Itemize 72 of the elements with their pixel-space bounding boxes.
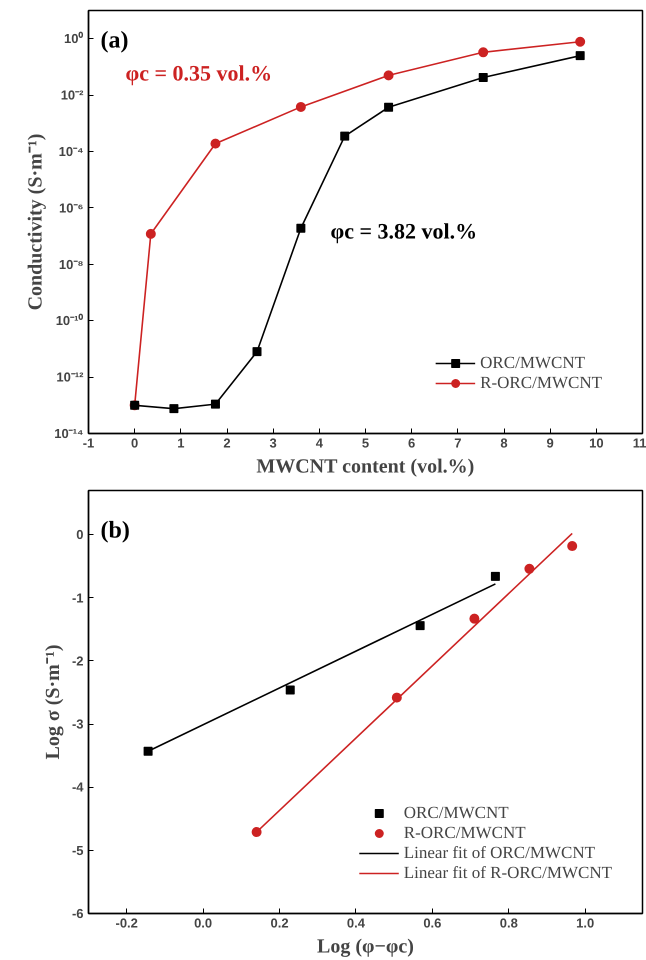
x-tick-label: 1 (177, 436, 184, 450)
x-tick-label: 6 (408, 436, 416, 450)
x-tick-label: -0.2 (116, 916, 138, 930)
x-axis-title: Log (φ−φc) (317, 936, 414, 958)
annotation: (a) (100, 28, 128, 54)
x-tick-label: -1 (82, 436, 94, 450)
y-tick-label: -1 (72, 590, 84, 606)
point (296, 102, 306, 112)
x-tick-label: 0.0 (194, 916, 212, 930)
x-tick-label: 4 (316, 436, 324, 450)
x-tick-label: 7 (454, 436, 462, 450)
y-tick-label: 10⁻⁴ (58, 144, 84, 159)
y-tick-label: 10⁻¹⁴ (54, 426, 84, 441)
y-tick-label: -4 (72, 780, 84, 795)
annotation: φc = 0.35 vol.% (126, 60, 272, 86)
legend-label: R-ORC/MWCNT (404, 823, 526, 843)
point (286, 686, 295, 695)
point (384, 70, 394, 80)
point (575, 36, 586, 47)
legend-label: R-ORC/MWCNT (480, 373, 602, 393)
point (252, 827, 262, 838)
point (384, 102, 394, 112)
y-tick-label: -3 (72, 716, 84, 732)
x-tick-label: 5 (362, 436, 370, 450)
y-tick-label: 10⁻¹² (56, 370, 84, 385)
x-tick-label: 11 (632, 436, 646, 450)
x-tick-label: 10 (589, 436, 604, 450)
point (567, 541, 578, 552)
point (392, 692, 402, 703)
y-tick-label: -2 (72, 653, 84, 668)
x-tick-label: 3 (270, 436, 277, 450)
y-tick-label: 10⁻⁸ (58, 256, 84, 272)
y-tick-label: 10⁰ (64, 31, 84, 46)
y-tick-label: 0 (76, 527, 84, 542)
y-tick-label: -5 (72, 842, 84, 858)
point (478, 47, 488, 58)
x-tick-label: 9 (546, 436, 554, 450)
x-tick-label: 0 (131, 436, 138, 450)
point (169, 404, 178, 414)
point (146, 228, 156, 239)
x-tick-label: 0.2 (270, 916, 289, 930)
x-tick-label: 1.0 (576, 916, 594, 930)
y-axis-title: Conductivity (S·m⁻¹) (24, 134, 46, 310)
x-axis-title: MWCNT content (vol.%) (256, 456, 474, 478)
y-axis-title: Log σ (S·m⁻¹) (42, 644, 64, 760)
legend-label: Linear fit of R-ORC/MWCNT (404, 863, 612, 883)
legend-label: Linear fit of ORC/MWCNT (404, 843, 595, 863)
point (478, 73, 488, 82)
legend-label: ORC/MWCNT (480, 353, 585, 373)
x-tick-label: 8 (500, 436, 508, 450)
point (252, 347, 262, 356)
x-tick-label: 0.8 (500, 916, 518, 930)
point (210, 138, 220, 149)
point (340, 132, 350, 141)
point (524, 564, 534, 574)
point (490, 572, 500, 581)
y-tick-label: 10⁻⁶ (59, 200, 84, 216)
point (576, 51, 585, 60)
annotation: (b) (100, 518, 130, 544)
point (144, 746, 153, 756)
point (296, 224, 306, 233)
annotation: φc = 3.82 vol.% (330, 218, 478, 244)
legend-label: ORC/MWCNT (404, 803, 509, 823)
y-tick-label: -6 (72, 906, 84, 921)
y-tick-label: 10⁻² (60, 88, 84, 103)
point (469, 614, 480, 624)
x-tick-label: 0.4 (346, 916, 366, 930)
x-tick-label: 0.6 (423, 916, 442, 930)
x-tick-label: 2 (223, 436, 231, 450)
point (210, 400, 220, 409)
point (416, 621, 425, 630)
y-tick-label: 10⁻¹⁰ (56, 313, 84, 328)
